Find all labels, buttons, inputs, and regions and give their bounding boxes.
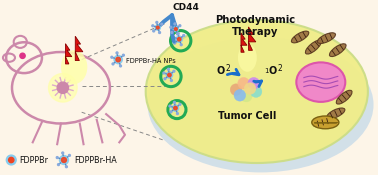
Ellipse shape xyxy=(312,116,339,129)
Circle shape xyxy=(161,23,163,25)
Text: 2: 2 xyxy=(277,64,282,74)
Circle shape xyxy=(179,103,181,105)
Circle shape xyxy=(119,65,121,67)
Circle shape xyxy=(179,25,181,27)
Circle shape xyxy=(112,63,114,65)
Ellipse shape xyxy=(61,50,87,84)
Text: FDPPBr-HA NPs: FDPPBr-HA NPs xyxy=(126,58,175,64)
Circle shape xyxy=(250,86,262,97)
Circle shape xyxy=(68,155,70,156)
Circle shape xyxy=(174,28,177,31)
Circle shape xyxy=(20,53,25,58)
Circle shape xyxy=(248,77,260,89)
Text: 2: 2 xyxy=(226,64,230,74)
Text: Photodynamic
Therapy: Photodynamic Therapy xyxy=(215,15,295,37)
Circle shape xyxy=(59,156,68,164)
Ellipse shape xyxy=(147,37,373,172)
Circle shape xyxy=(122,54,124,56)
Circle shape xyxy=(234,89,246,101)
Circle shape xyxy=(177,33,179,34)
Circle shape xyxy=(173,70,175,72)
Circle shape xyxy=(116,57,121,62)
Circle shape xyxy=(176,36,183,43)
Circle shape xyxy=(156,22,158,23)
Ellipse shape xyxy=(330,44,346,57)
Circle shape xyxy=(240,90,252,102)
Ellipse shape xyxy=(291,31,309,43)
Circle shape xyxy=(62,152,64,154)
Circle shape xyxy=(114,55,122,64)
Circle shape xyxy=(170,79,172,81)
Circle shape xyxy=(177,33,178,35)
Ellipse shape xyxy=(318,33,336,43)
Circle shape xyxy=(48,74,77,102)
Circle shape xyxy=(169,105,171,107)
Circle shape xyxy=(6,155,16,165)
Circle shape xyxy=(163,72,165,74)
Circle shape xyxy=(180,44,182,46)
Circle shape xyxy=(116,52,118,54)
Circle shape xyxy=(9,157,14,163)
Circle shape xyxy=(230,84,242,96)
Circle shape xyxy=(153,30,155,32)
Ellipse shape xyxy=(305,40,321,54)
Circle shape xyxy=(238,77,249,89)
Ellipse shape xyxy=(238,44,257,72)
Text: O: O xyxy=(216,66,225,76)
Circle shape xyxy=(173,36,175,38)
Circle shape xyxy=(171,32,173,33)
Circle shape xyxy=(177,37,181,41)
Circle shape xyxy=(166,72,173,78)
Text: 1: 1 xyxy=(264,68,269,74)
Ellipse shape xyxy=(327,108,345,119)
Polygon shape xyxy=(75,36,83,61)
Circle shape xyxy=(174,23,176,25)
Circle shape xyxy=(159,32,161,33)
Circle shape xyxy=(170,26,172,28)
Circle shape xyxy=(57,164,59,166)
Text: O: O xyxy=(268,66,276,76)
Text: FDPPBr-HA: FDPPBr-HA xyxy=(74,156,117,165)
Ellipse shape xyxy=(313,118,332,127)
Circle shape xyxy=(167,68,169,70)
Circle shape xyxy=(164,78,166,80)
Circle shape xyxy=(244,83,256,94)
Circle shape xyxy=(65,166,67,168)
Circle shape xyxy=(172,105,179,111)
Circle shape xyxy=(152,25,154,27)
Circle shape xyxy=(111,56,113,58)
Polygon shape xyxy=(248,27,256,50)
Circle shape xyxy=(173,26,178,32)
Polygon shape xyxy=(65,44,72,64)
Circle shape xyxy=(56,157,58,159)
Polygon shape xyxy=(241,33,247,52)
Circle shape xyxy=(57,82,68,93)
Text: Tumor Cell: Tumor Cell xyxy=(218,111,277,121)
Circle shape xyxy=(183,34,184,36)
Circle shape xyxy=(168,73,171,77)
Ellipse shape xyxy=(296,62,345,102)
Circle shape xyxy=(177,113,178,114)
Text: CD44: CD44 xyxy=(173,2,200,12)
Circle shape xyxy=(174,42,176,44)
Circle shape xyxy=(170,111,172,113)
Ellipse shape xyxy=(336,90,352,104)
Circle shape xyxy=(174,106,177,110)
Text: FDPPBr: FDPPBr xyxy=(20,156,48,165)
Ellipse shape xyxy=(146,20,368,163)
Circle shape xyxy=(174,101,175,103)
Circle shape xyxy=(156,26,159,29)
Circle shape xyxy=(62,158,67,163)
Circle shape xyxy=(155,25,160,30)
